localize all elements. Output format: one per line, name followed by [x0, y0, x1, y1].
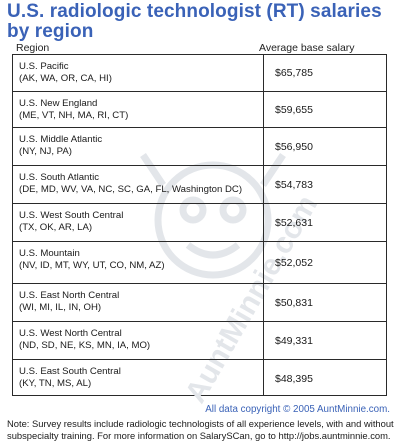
- salary-value: $48,395: [275, 372, 313, 385]
- region-name: U.S. East South Central: [19, 366, 121, 377]
- table-row: U.S. New England (ME, VT, NH, MA, RI, CT)…: [13, 91, 386, 127]
- region-states: (KY, TN, MS, AL): [19, 377, 92, 389]
- table-row: U.S. West South Central (TX, OK, AR, LA) $…: [13, 203, 386, 241]
- region-states: (TX, OK, AR, LA): [19, 221, 93, 233]
- region-cell: U.S. West North Central (ND, SD, NE, KS, …: [19, 328, 259, 351]
- table-row: U.S. Pacific (AK, WA, OR, CA, HI) $65,785: [13, 55, 386, 91]
- column-header-salary: Average base salary: [259, 42, 355, 54]
- region-cell: U.S. Pacific (AK, WA, OR, CA, HI): [19, 61, 259, 84]
- region-states: (WI, MI, IL, IN, OH): [19, 301, 102, 313]
- region-cell: U.S. West South Central (TX, OK, AR, LA): [19, 210, 259, 233]
- footnote: Note: Survey results include radiologic …: [7, 418, 394, 441]
- salary-table: AuntMinnie.com U.S. Pacific (AK, WA, OR, …: [12, 54, 387, 408]
- region-cell: U.S. East South Central (KY, TN, MS, AL): [19, 366, 259, 389]
- salary-value: $54,783: [275, 178, 313, 191]
- region-states: (AK, WA, OR, CA, HI): [19, 72, 112, 84]
- table-row: U.S. South Atlantic (DE, MD, WV, VA, NC, …: [13, 165, 386, 203]
- table-row: U.S. East South Central (KY, TN, MS, AL) $…: [13, 359, 386, 397]
- salary-value: $56,950: [275, 140, 313, 153]
- region-cell: U.S. South Atlantic (DE, MD, WV, VA, NC, …: [19, 172, 259, 195]
- salary-value: $59,655: [275, 103, 313, 116]
- region-states: (NV, ID, MT, WY, UT, CO, NM, AZ): [19, 259, 165, 271]
- region-name: U.S. New England: [19, 98, 98, 109]
- region-name: U.S. South Atlantic: [19, 172, 99, 183]
- table-row: U.S. East North Central (WI, MI, IL, IN, …: [13, 283, 386, 321]
- region-cell: U.S. Middle Atlantic (NY, NJ, PA): [19, 134, 259, 157]
- region-states: (NY, NJ, PA): [19, 145, 72, 157]
- chart-title: U.S. radiologic technologist (RT) salari…: [7, 1, 382, 42]
- salary-value: $50,831: [275, 296, 313, 309]
- region-name: U.S. West North Central: [19, 328, 122, 339]
- table-row: U.S. West North Central (ND, SD, NE, KS, …: [13, 321, 386, 359]
- copyright-text: All data copyright © 2005 AuntMinnie.com…: [205, 404, 390, 415]
- region-cell: U.S. East North Central (WI, MI, IL, IN, …: [19, 290, 259, 313]
- region-name: U.S. Pacific: [19, 61, 69, 72]
- salary-value: $52,631: [275, 216, 313, 229]
- salary-value: $49,331: [275, 334, 313, 347]
- column-header-region: Region: [16, 42, 50, 54]
- region-states: (ME, VT, NH, MA, RI, CT): [19, 109, 129, 121]
- region-states: (DE, MD, WV, VA, NC, SC, GA, FL, Washing…: [19, 183, 243, 195]
- salary-value: $52,052: [275, 256, 313, 269]
- region-name: U.S. Mountain: [19, 248, 80, 259]
- region-cell: U.S. New England (ME, VT, NH, MA, RI, CT): [19, 98, 259, 121]
- salary-value: $65,785: [275, 67, 313, 79]
- region-name: U.S. East North Central: [19, 290, 120, 301]
- table-row: U.S. Middle Atlantic (NY, NJ, PA) $56,950: [13, 127, 386, 165]
- region-name: U.S. Middle Atlantic: [19, 134, 103, 145]
- region-cell: U.S. Mountain (NV, ID, MT, WY, UT, CO, NM…: [19, 248, 259, 271]
- table-row: U.S. Mountain (NV, ID, MT, WY, UT, CO, NM…: [13, 241, 386, 283]
- column-divider: [263, 55, 264, 395]
- region-name: U.S. West South Central: [19, 210, 124, 221]
- region-states: (ND, SD, NE, KS, MN, IA, MO): [19, 339, 151, 351]
